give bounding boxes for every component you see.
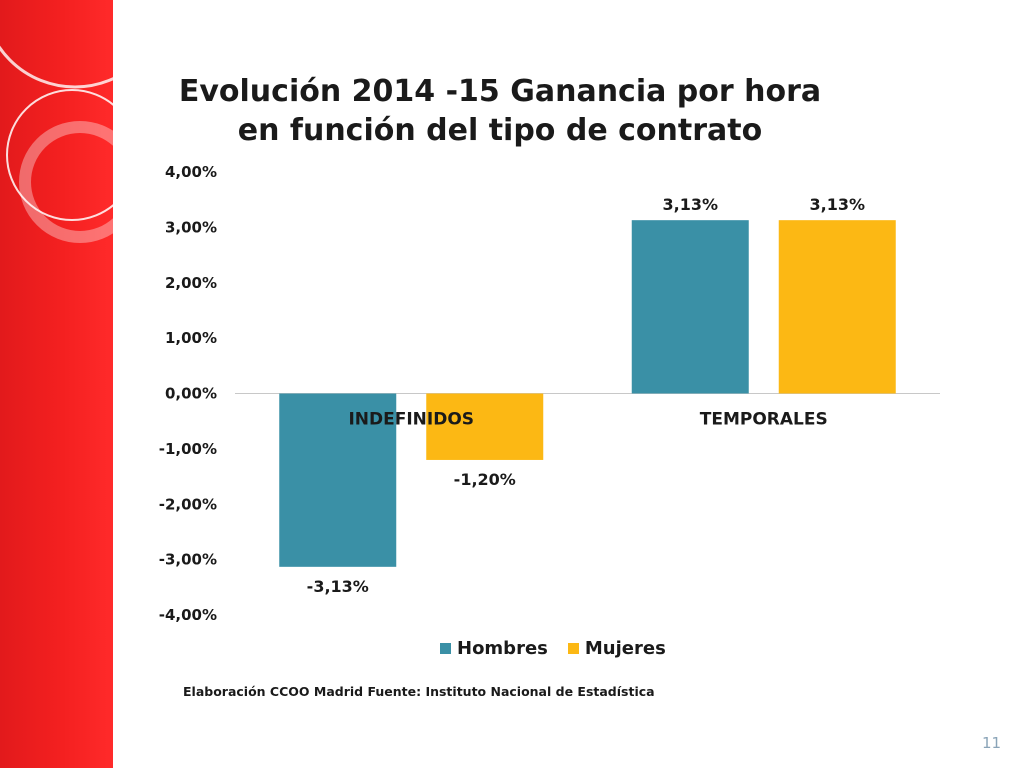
- y-tick-label: 1,00%: [165, 329, 217, 347]
- legend-swatch-mujeres: [567, 643, 579, 654]
- data-label: -1,20%: [454, 470, 516, 489]
- y-tick-label: -2,00%: [159, 495, 217, 513]
- bar-hombres-temporales: [631, 220, 749, 394]
- decorative-circle-ring: [19, 121, 113, 243]
- data-label: 3,13%: [662, 195, 718, 214]
- bar-mujeres-indefinidos: [426, 393, 544, 460]
- y-tick-label: -4,00%: [159, 606, 217, 624]
- y-tick-label: 0,00%: [165, 385, 217, 403]
- bar-mujeres-temporales: [778, 220, 896, 394]
- category-label: TEMPORALES: [700, 410, 828, 430]
- legend-swatch-hombres: [440, 643, 451, 654]
- legend-item-hombres: Hombres: [440, 638, 548, 659]
- legend-label-hombres: Hombres: [457, 638, 548, 659]
- chart-title-line-2: en función del tipo de contrato: [237, 113, 763, 148]
- decorative-circles: [0, 45, 113, 243]
- slide-number: 11: [982, 734, 1002, 752]
- chart-title-line-1: Evolución 2014 -15 Ganancia por hora: [178, 74, 822, 109]
- chart-title: Evolución 2014 -15 Ganancia por hora en …: [150, 72, 850, 150]
- category-label: INDEFINIDOS: [348, 410, 474, 430]
- data-label: 3,13%: [809, 195, 865, 214]
- y-tick-label: -3,00%: [159, 551, 217, 569]
- y-tick-label: 2,00%: [165, 274, 217, 292]
- chart-legend: Hombres Mujeres: [440, 638, 666, 659]
- y-tick-label: 4,00%: [165, 163, 217, 181]
- data-label: -3,13%: [307, 577, 369, 596]
- y-tick-label: 3,00%: [165, 218, 217, 236]
- y-tick-label: -1,00%: [159, 440, 217, 458]
- decorative-circle-large: [0, 45, 113, 89]
- decorative-circle-thin: [6, 89, 113, 221]
- bar-hombres-indefinidos: [279, 393, 397, 567]
- legend-item-mujeres: Mujeres: [567, 638, 666, 659]
- side-decoration-band: [0, 0, 113, 768]
- source-note: Elaboración CCOO Madrid Fuente: Institut…: [183, 684, 655, 699]
- legend-label-mujeres: Mujeres: [584, 638, 666, 659]
